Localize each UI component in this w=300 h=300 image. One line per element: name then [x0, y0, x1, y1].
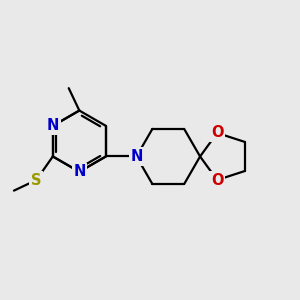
Text: N: N [46, 118, 59, 134]
Text: N: N [130, 149, 143, 164]
Text: O: O [211, 125, 224, 140]
Text: N: N [73, 164, 86, 179]
Text: S: S [31, 172, 42, 188]
Text: O: O [211, 172, 224, 188]
